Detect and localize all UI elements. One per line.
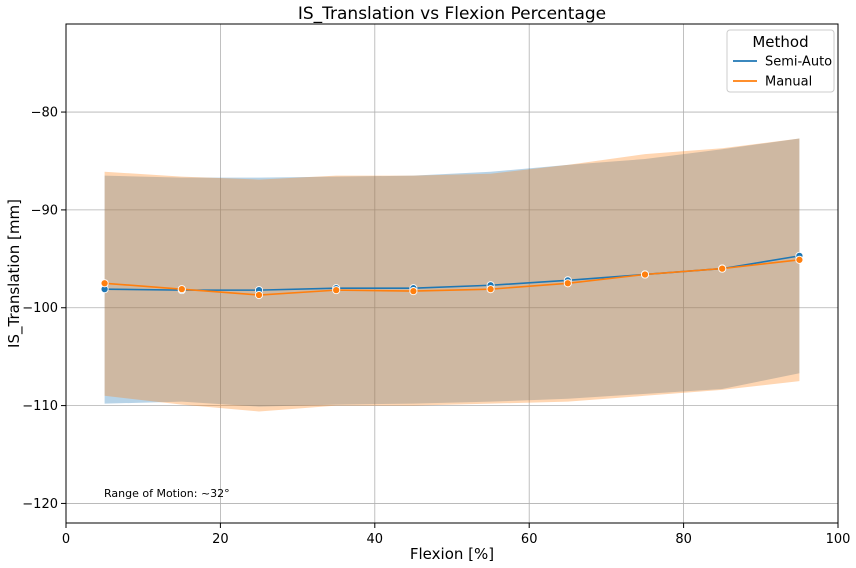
manual-point xyxy=(177,285,186,294)
confidence-bands xyxy=(104,138,800,412)
x-tick-label: 0 xyxy=(62,532,70,547)
manual-point xyxy=(718,264,727,273)
x-tick-label: 40 xyxy=(367,532,384,547)
range-of-motion-annotation: Range of Motion: ~32° xyxy=(104,487,230,500)
legend-label-manual: Manual xyxy=(765,75,812,90)
manual-point xyxy=(332,286,341,295)
chart-title: IS_Translation vs Flexion Percentage xyxy=(298,4,606,24)
semi-auto-confidence-band xyxy=(104,138,800,407)
manual-point xyxy=(100,279,109,288)
manual-point xyxy=(254,290,264,300)
series-points xyxy=(100,251,804,300)
legend-title: Method xyxy=(752,33,808,51)
y-tick-label: −110 xyxy=(22,399,58,414)
y-tick-label: −80 xyxy=(31,106,58,121)
x-tick-label: 20 xyxy=(212,532,229,547)
legend-items: Semi-Auto Manual xyxy=(733,55,832,90)
manual-point xyxy=(640,270,650,279)
manual-point xyxy=(563,279,572,288)
y-tick-label: −120 xyxy=(22,497,58,512)
plot-area-frame xyxy=(65,23,839,524)
legend: Method Semi-Auto Manual xyxy=(726,29,835,93)
x-axis-ticks: 0 20 40 60 80 100 xyxy=(62,523,851,547)
manual-confidence-band xyxy=(104,138,800,412)
x-tick-label: 100 xyxy=(826,532,851,547)
y-axis-ticks: −120 −110 −100 −90 −80 xyxy=(22,106,66,512)
manual-point xyxy=(795,255,804,264)
legend-box xyxy=(726,29,835,93)
y-tick-label: −100 xyxy=(22,301,58,316)
manual-point xyxy=(409,287,418,296)
x-tick-label: 60 xyxy=(521,532,538,547)
y-axis-label: IS_Translation [mm] xyxy=(5,199,24,348)
manual-line xyxy=(104,259,800,296)
manual-point xyxy=(486,285,495,294)
series-lines xyxy=(104,255,800,296)
x-axis-label: Flexion [%] xyxy=(410,545,494,563)
legend-label-semi-auto: Semi-Auto xyxy=(765,55,832,70)
x-tick-label: 80 xyxy=(675,532,692,547)
y-tick-label: −90 xyxy=(31,203,58,218)
grid xyxy=(65,24,839,523)
